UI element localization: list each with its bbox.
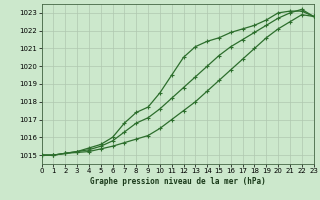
X-axis label: Graphe pression niveau de la mer (hPa): Graphe pression niveau de la mer (hPa): [90, 177, 266, 186]
